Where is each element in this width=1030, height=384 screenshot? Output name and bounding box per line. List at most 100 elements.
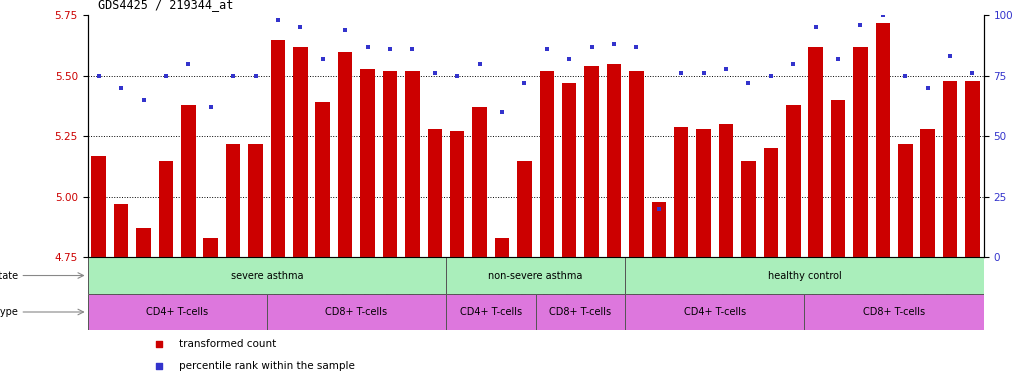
Bar bbox=[88, 294, 267, 330]
Point bbox=[91, 73, 107, 79]
Bar bbox=[965, 81, 980, 257]
Bar bbox=[114, 204, 129, 257]
Point bbox=[741, 80, 757, 86]
Point bbox=[113, 85, 130, 91]
Point bbox=[225, 73, 241, 79]
Bar bbox=[629, 71, 644, 257]
Text: percentile rank within the sample: percentile rank within the sample bbox=[179, 361, 354, 371]
Bar bbox=[405, 71, 419, 257]
Point bbox=[247, 73, 264, 79]
Point bbox=[808, 25, 824, 31]
Point bbox=[203, 104, 219, 110]
Text: non-severe asthma: non-severe asthma bbox=[488, 270, 583, 281]
Bar bbox=[427, 129, 442, 257]
Point bbox=[920, 85, 936, 91]
Bar bbox=[536, 294, 625, 330]
Bar bbox=[763, 148, 778, 257]
Point bbox=[180, 61, 197, 67]
Text: transformed count: transformed count bbox=[179, 339, 276, 349]
Bar bbox=[267, 294, 446, 330]
Point bbox=[606, 41, 622, 48]
Bar bbox=[446, 294, 536, 330]
Text: severe asthma: severe asthma bbox=[231, 270, 303, 281]
Point bbox=[426, 70, 443, 76]
Point bbox=[785, 61, 801, 67]
Bar bbox=[181, 105, 196, 257]
Bar bbox=[271, 40, 285, 257]
Text: cell type: cell type bbox=[0, 307, 19, 317]
Bar bbox=[652, 202, 666, 257]
Point bbox=[151, 341, 168, 347]
Point bbox=[628, 44, 645, 50]
Bar bbox=[338, 52, 352, 257]
Point bbox=[539, 46, 555, 52]
Bar bbox=[562, 83, 577, 257]
Bar bbox=[473, 107, 487, 257]
Point bbox=[382, 46, 399, 52]
Point bbox=[964, 70, 981, 76]
Point bbox=[718, 66, 734, 72]
Point bbox=[404, 46, 420, 52]
Bar bbox=[517, 161, 531, 257]
Point bbox=[852, 22, 868, 28]
Point bbox=[314, 56, 331, 62]
Point bbox=[673, 70, 689, 76]
Text: healthy control: healthy control bbox=[767, 270, 842, 281]
Point bbox=[897, 73, 914, 79]
Point bbox=[293, 25, 309, 31]
Point bbox=[449, 73, 466, 79]
Bar bbox=[786, 105, 800, 257]
Bar bbox=[204, 238, 218, 257]
Text: CD4+ T-cells: CD4+ T-cells bbox=[146, 307, 208, 317]
Text: disease state: disease state bbox=[0, 270, 19, 281]
Bar bbox=[446, 257, 625, 294]
Bar bbox=[248, 144, 263, 257]
Point bbox=[762, 73, 779, 79]
Point bbox=[874, 12, 891, 18]
Bar bbox=[921, 129, 935, 257]
Bar bbox=[674, 127, 688, 257]
Text: CD4+ T-cells: CD4+ T-cells bbox=[459, 307, 522, 317]
Bar bbox=[540, 71, 554, 257]
Bar bbox=[383, 71, 398, 257]
Bar bbox=[584, 66, 598, 257]
Point bbox=[472, 61, 488, 67]
Text: CD8+ T-cells: CD8+ T-cells bbox=[325, 307, 387, 317]
Bar bbox=[876, 23, 890, 257]
Point bbox=[158, 73, 174, 79]
Bar bbox=[898, 144, 913, 257]
Point bbox=[583, 44, 599, 50]
Text: GDS4425 / 219344_at: GDS4425 / 219344_at bbox=[98, 0, 233, 12]
Text: CD4+ T-cells: CD4+ T-cells bbox=[684, 307, 746, 317]
Point bbox=[270, 17, 286, 23]
Bar bbox=[136, 228, 150, 257]
Bar bbox=[809, 47, 823, 257]
Bar bbox=[625, 257, 984, 294]
Bar bbox=[942, 81, 957, 257]
Bar bbox=[625, 294, 804, 330]
Bar bbox=[742, 161, 756, 257]
Bar bbox=[719, 124, 733, 257]
Point bbox=[135, 97, 151, 103]
Bar bbox=[360, 69, 375, 257]
Bar bbox=[607, 64, 621, 257]
Bar bbox=[696, 129, 711, 257]
Text: CD8+ T-cells: CD8+ T-cells bbox=[549, 307, 612, 317]
Point bbox=[359, 44, 376, 50]
Bar bbox=[853, 47, 867, 257]
Bar bbox=[315, 103, 330, 257]
Point bbox=[830, 56, 847, 62]
Bar bbox=[92, 156, 106, 257]
Bar bbox=[294, 47, 308, 257]
Bar bbox=[804, 294, 984, 330]
Bar bbox=[226, 144, 240, 257]
Point bbox=[941, 53, 958, 60]
Bar bbox=[450, 131, 465, 257]
Bar bbox=[159, 161, 173, 257]
Bar bbox=[494, 238, 509, 257]
Point bbox=[516, 80, 533, 86]
Point bbox=[337, 27, 353, 33]
Point bbox=[695, 70, 712, 76]
Point bbox=[651, 206, 667, 212]
Text: CD8+ T-cells: CD8+ T-cells bbox=[863, 307, 925, 317]
